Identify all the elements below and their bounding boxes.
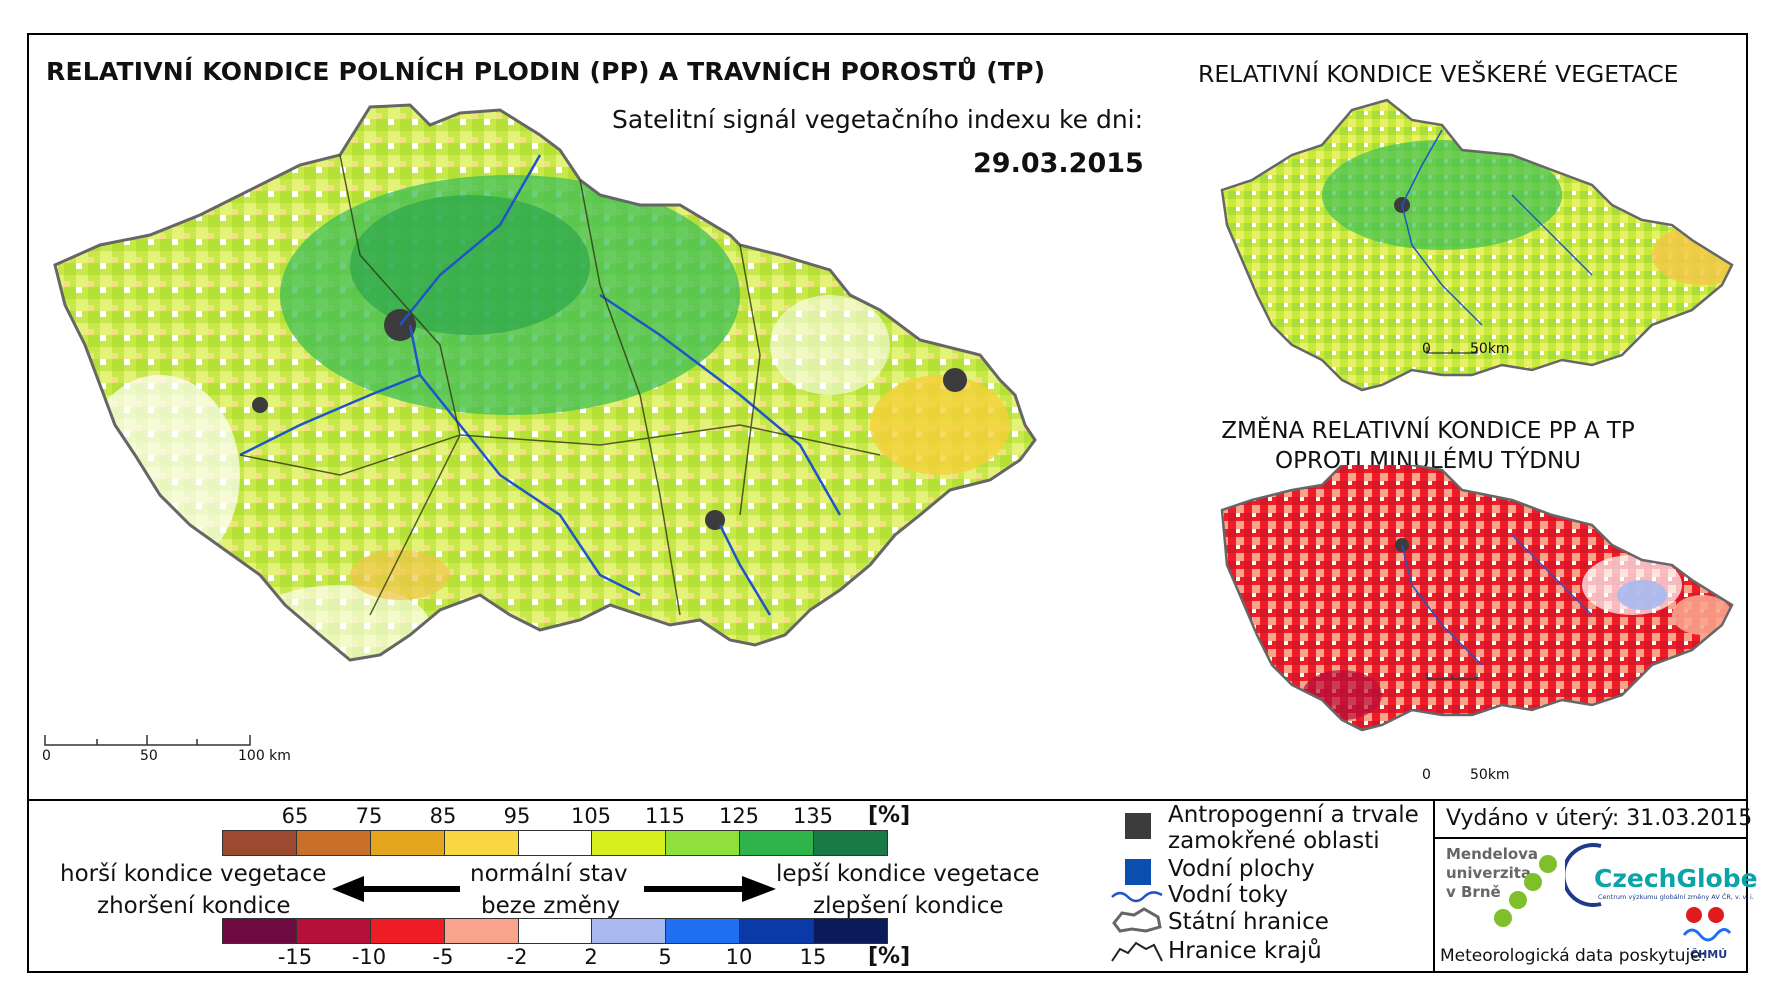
main-scale-label-50: 50: [140, 748, 158, 764]
change-unit: [%]: [868, 944, 911, 969]
change-tick: 2: [584, 945, 598, 969]
region-border-icon: [1111, 941, 1163, 962]
condition-color-swatch: [666, 831, 741, 855]
normal-state-label: normální stav: [470, 861, 628, 887]
change-scale-label-0: 0: [1422, 767, 1431, 783]
change-color-swatch: [740, 919, 815, 943]
anthropogenic-swatch: [1125, 813, 1151, 839]
condition-tick: 105: [570, 804, 612, 828]
condition-color-swatch: [296, 831, 371, 855]
change-color-swatch: [518, 919, 593, 943]
anthropogenic-label-2: zamokřené oblasti: [1168, 828, 1380, 854]
mendel-logo-line-1: Mendelova: [1446, 845, 1539, 863]
region-border-label: Hranice krajů: [1168, 938, 1322, 964]
condition-tick: 135: [792, 804, 834, 828]
legend-divider: [27, 799, 1748, 801]
main-map: [53, 103, 1037, 662]
condition-tick: 65: [281, 804, 309, 828]
condition-tick: 115: [644, 804, 686, 828]
improvement-label: zlepšení kondice: [813, 893, 1004, 919]
change-tick: -5: [432, 945, 454, 969]
vegetation-title: RELATIVNÍ KONDICE VEŠKERÉ VEGETACE: [1198, 60, 1679, 88]
change-map: [1220, 465, 1734, 732]
veg-scale-label-0: 0: [1422, 341, 1431, 357]
veg-scale-label-50: 50km: [1470, 341, 1510, 357]
condition-tick: 75: [355, 804, 383, 828]
change-color-swatch: [223, 919, 297, 943]
main-scale-bar: [44, 735, 251, 746]
change-tick: 5: [658, 945, 672, 969]
condition-color-swatch: [370, 831, 445, 855]
water-body-swatch: [1125, 859, 1151, 885]
condition-unit: [%]: [868, 803, 911, 828]
better-condition-label: lepší kondice vegetace: [776, 861, 1040, 887]
condition-color-swatch: [592, 831, 667, 855]
change-color-swatch: [370, 919, 445, 943]
change-color-swatch: [666, 919, 741, 943]
change-color-bar: [222, 918, 888, 944]
chmu-logo-icon: [1682, 907, 1732, 942]
change-color-swatch: [592, 919, 667, 943]
issued-date: Vydáno v úterý: 31.03.2015: [1446, 806, 1753, 831]
condition-color-bar: [222, 830, 888, 856]
condition-color-swatch: [740, 831, 815, 855]
river-line-icon: [1111, 891, 1163, 903]
issued-divider: [1433, 837, 1748, 839]
vegetation-map: [1220, 98, 1734, 392]
legend-divider-right: [1433, 799, 1435, 973]
condition-tick: 125: [718, 804, 760, 828]
change-title: ZMĚNA RELATIVNÍ KONDICE PP A TP OPROTI M…: [1221, 418, 1635, 474]
change-tick: -15: [277, 945, 313, 969]
no-change-label: beze změny: [481, 893, 621, 919]
mendel-logo-line-2: univerzita: [1446, 864, 1532, 882]
change-tick: 10: [725, 945, 753, 969]
left-arrow-icon: [332, 876, 460, 902]
condition-color-swatch: [444, 831, 519, 855]
condition-color-swatch: [518, 831, 593, 855]
mendel-logo-line-3: v Brně: [1446, 883, 1501, 901]
czechglobe-logo: CzechGlobe: [1594, 864, 1758, 893]
worsening-label: zhoršení kondice: [97, 893, 291, 919]
state-border-icon: [1112, 907, 1162, 933]
main-scale-label-0: 0: [42, 748, 51, 764]
main-title: RELATIVNÍ KONDICE POLNÍCH PLODIN (PP) A …: [46, 57, 1046, 86]
czechglobe-arc-icon: [1565, 843, 1602, 907]
main-scale-label-100: 100 km: [238, 748, 291, 764]
change-color-swatch: [814, 919, 888, 943]
change-color-swatch: [296, 919, 371, 943]
state-border-label: Státní hranice: [1168, 909, 1329, 935]
condition-color-swatch: [814, 831, 888, 855]
water-bodies-label: Vodní plochy: [1168, 856, 1315, 882]
condition-color-swatch: [223, 831, 297, 855]
date: 29.03.2015: [973, 148, 1144, 179]
czechglobe-subtitle: Centrum výzkumu globální změny AV ČR, v.…: [1598, 893, 1754, 901]
rivers-label: Vodní toky: [1168, 882, 1289, 908]
condition-tick: 95: [503, 804, 531, 828]
worse-condition-label: horší kondice vegetace: [60, 861, 327, 887]
change-tick: -10: [351, 945, 387, 969]
meteo-credit: Meteorologická data poskytuje:: [1440, 946, 1707, 966]
anthropogenic-label-1: Antropogenní a trvale: [1168, 802, 1419, 828]
condition-tick: 85: [429, 804, 457, 828]
change-tick: -2: [506, 945, 528, 969]
subtitle: Satelitní signál vegetačního indexu ke d…: [612, 105, 1144, 134]
change-scale-label-50: 50km: [1470, 767, 1510, 783]
chmu-logo-text: ČHMÚ: [1690, 948, 1728, 961]
right-arrow-icon: [644, 876, 776, 902]
change-color-swatch: [444, 919, 519, 943]
change-tick: 15: [799, 945, 827, 969]
mendel-dots-logo: [1494, 855, 1557, 927]
